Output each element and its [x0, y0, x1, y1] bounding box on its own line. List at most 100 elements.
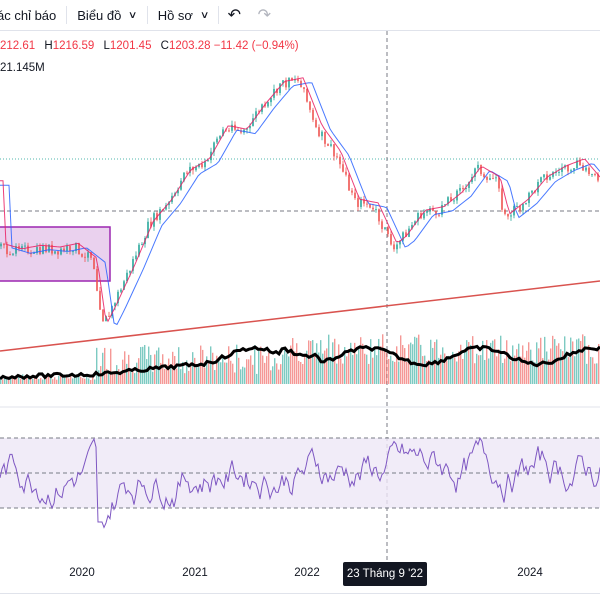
volume-bar: [250, 355, 252, 384]
undo-button[interactable]: ↶: [219, 0, 249, 30]
candle-body: [552, 172, 554, 177]
chart-type-button[interactable]: Biểu đồ ∨: [67, 0, 146, 30]
volume-bar: [388, 359, 390, 384]
volume-bar: [472, 336, 474, 384]
candle-body: [27, 245, 29, 254]
redo-button[interactable]: ↷: [249, 0, 279, 30]
volume-bar: [70, 375, 72, 384]
volume-bar: [416, 337, 418, 384]
volume-bar: [478, 355, 480, 384]
candle-body: [255, 111, 257, 119]
volume-bar: [74, 374, 76, 384]
volume-bar: [252, 364, 254, 384]
candle-body: [540, 177, 542, 182]
candle-body: [459, 187, 461, 191]
volume-bar: [292, 338, 294, 384]
volume-bar: [346, 356, 348, 384]
volume-bar: [44, 378, 46, 384]
candle-body: [570, 170, 572, 172]
volume-bar: [390, 355, 392, 384]
price-chart[interactable]: [0, 31, 600, 591]
volume-bar: [72, 378, 74, 384]
volume-bar: [500, 335, 502, 384]
volume-bar: [212, 352, 214, 384]
volume-bar: [376, 355, 378, 384]
candle-body: [330, 144, 332, 146]
candle-body: [474, 168, 476, 177]
volume-bar: [332, 342, 334, 384]
volume-bar: [580, 340, 582, 384]
volume-bar: [134, 373, 136, 384]
volume-bar: [428, 359, 430, 384]
volume-bar: [68, 378, 70, 384]
volume-bar: [226, 362, 228, 384]
indicators-button[interactable]: ác chỉ báo: [0, 0, 66, 30]
templates-button[interactable]: Hồ sơ ∨: [148, 0, 219, 30]
candle-body: [543, 174, 545, 178]
volume-bar: [534, 362, 536, 384]
candle-body: [438, 214, 440, 216]
candle-body: [72, 251, 74, 253]
volume-bar: [558, 343, 560, 384]
time-axis-label: 2024: [517, 567, 543, 579]
volume-bar: [582, 334, 584, 384]
volume-bar: [18, 376, 20, 384]
volume-bar: [54, 377, 56, 384]
volume-bar: [150, 354, 152, 384]
volume-bar: [408, 344, 410, 384]
volume-bar: [162, 354, 164, 384]
volume-bar: [446, 360, 448, 384]
volume-bar: [306, 350, 308, 384]
volume-bar: [96, 347, 98, 384]
candle-body: [66, 246, 68, 252]
volume-bar: [354, 342, 356, 384]
candle-body: [489, 178, 491, 180]
volume-bar: [286, 353, 288, 384]
volume-bar: [268, 352, 270, 384]
volume-bar: [92, 376, 94, 384]
candle-body: [204, 161, 206, 168]
candle-body: [351, 190, 353, 193]
candle-body: [267, 102, 269, 107]
candle-body: [222, 129, 224, 136]
volume-bar: [550, 348, 552, 384]
volume-bar: [510, 361, 512, 384]
chart-type-label: Biểu đồ: [77, 7, 122, 23]
volume-bar: [26, 374, 28, 384]
candle-body: [465, 187, 467, 189]
volume-bar: [440, 354, 442, 384]
volume-bar: [132, 371, 134, 384]
candle-body: [216, 138, 218, 143]
candle-body: [159, 209, 161, 220]
candle-body: [105, 315, 107, 322]
candle-body: [525, 203, 527, 205]
volume-bar: [572, 341, 574, 384]
candle-body: [477, 164, 479, 169]
volume-bar: [360, 337, 362, 384]
volume-bar: [276, 363, 278, 384]
volume-bar: [148, 346, 150, 384]
volume-bar: [450, 357, 452, 384]
candle-body: [498, 177, 500, 189]
volume-bar: [372, 357, 374, 384]
candle-body: [12, 253, 14, 255]
volume-bar: [270, 370, 272, 384]
volume-bar: [414, 336, 416, 384]
candle-body: [375, 209, 377, 211]
volume-bar: [182, 361, 184, 384]
volume-bar: [152, 371, 154, 384]
volume-bar: [394, 361, 396, 384]
volume-legend: 21.145M: [0, 62, 45, 74]
close-value: 1203.28: [168, 40, 211, 52]
volume-bar: [258, 348, 260, 384]
candle-body: [309, 101, 311, 110]
candle-body: [177, 189, 179, 194]
volume-bar: [330, 356, 332, 384]
volume-bar: [262, 355, 264, 384]
volume-bar: [280, 364, 282, 384]
candle-body: [258, 111, 260, 113]
candle-body: [318, 127, 320, 137]
volume-bar: [432, 347, 434, 384]
volume-bar: [210, 346, 212, 384]
candle-body: [135, 255, 137, 259]
